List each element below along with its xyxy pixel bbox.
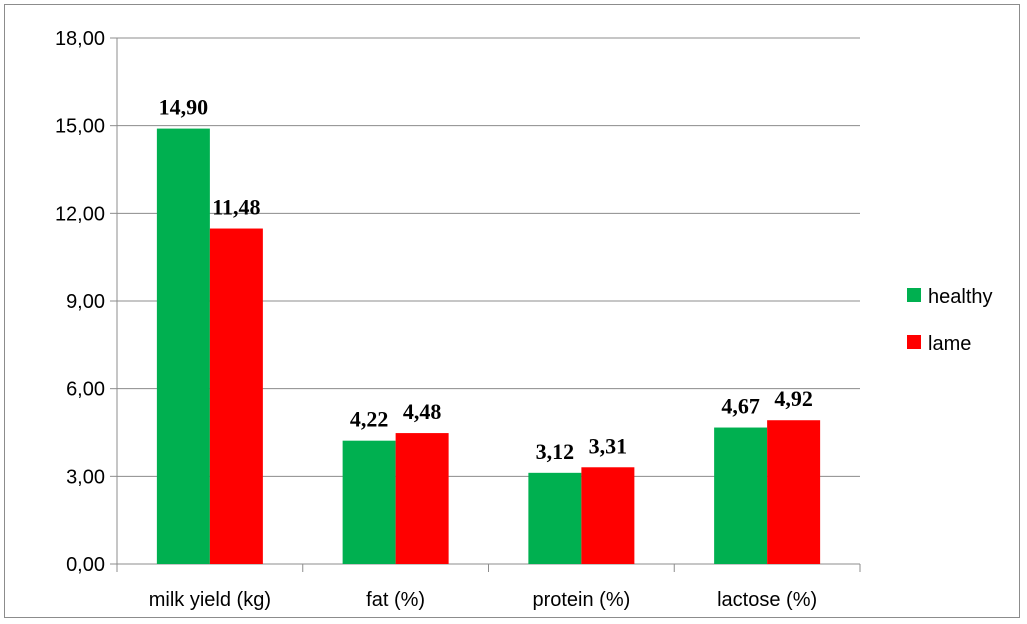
bar-healthy bbox=[342, 440, 396, 564]
legend-label-healthy: healthy bbox=[928, 286, 993, 308]
legend-swatch-lame bbox=[907, 335, 921, 349]
y-tick-label: 18,00 bbox=[55, 28, 105, 50]
bar-healthy bbox=[714, 427, 768, 564]
bar-lame bbox=[767, 420, 821, 564]
data-label-healthy: 3,12 bbox=[536, 439, 575, 464]
legend-label-lame: lame bbox=[928, 333, 971, 355]
x-tick-label: fat (%) bbox=[366, 589, 425, 611]
data-label-lame: 4,48 bbox=[403, 399, 442, 424]
bar-lame bbox=[209, 228, 263, 565]
data-label-healthy: 4,67 bbox=[721, 394, 760, 419]
data-label-healthy: 4,22 bbox=[350, 407, 389, 432]
x-tick-label: protein (%) bbox=[532, 589, 630, 611]
y-tick-label: 9,00 bbox=[66, 291, 105, 313]
bar-healthy bbox=[528, 472, 582, 564]
y-tick-label: 6,00 bbox=[66, 379, 105, 401]
y-tick-label: 15,00 bbox=[55, 116, 105, 138]
x-tick-label: milk yield (kg) bbox=[149, 589, 271, 611]
y-tick-label: 0,00 bbox=[66, 554, 105, 576]
bar-lame bbox=[395, 433, 449, 564]
y-tick-label: 12,00 bbox=[55, 203, 105, 225]
bar-lame bbox=[581, 467, 635, 564]
data-label-lame: 4,92 bbox=[774, 386, 813, 411]
bar-healthy bbox=[156, 128, 210, 565]
data-label-healthy: 14,90 bbox=[159, 95, 209, 120]
data-label-lame: 3,31 bbox=[589, 433, 628, 458]
y-tick-label: 3,00 bbox=[66, 466, 105, 488]
x-tick-label: lactose (%) bbox=[717, 589, 817, 611]
data-label-lame: 11,48 bbox=[212, 195, 260, 220]
legend-swatch-healthy bbox=[907, 288, 921, 302]
